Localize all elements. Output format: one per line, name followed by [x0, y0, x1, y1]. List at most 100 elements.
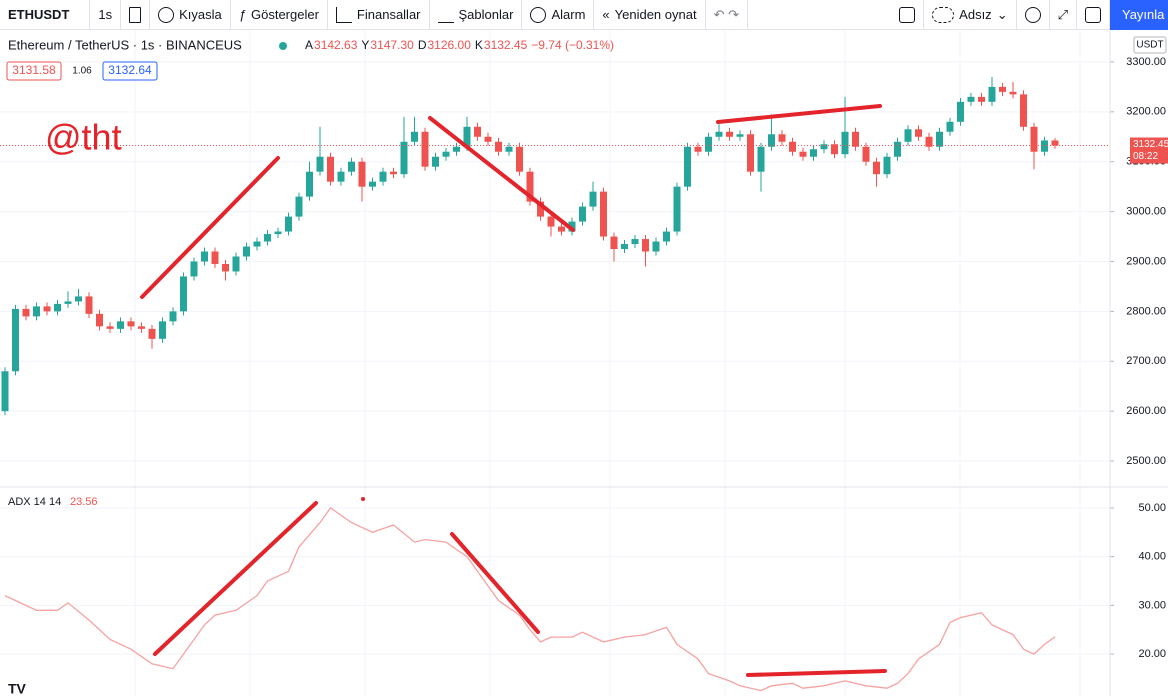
- candle-body: [873, 161, 880, 175]
- candle-body: [568, 221, 576, 232]
- publish-button[interactable]: Yayınla: [1110, 0, 1168, 30]
- templates-icon: [437, 7, 454, 23]
- camera-icon: [1085, 6, 1101, 23]
- replay-button[interactable]: « Yeniden oynat: [594, 0, 706, 30]
- symbol-button[interactable]: ETHUSDT: [0, 0, 91, 30]
- candle-body: [537, 201, 544, 217]
- candle-body: [631, 239, 639, 245]
- candle-body: [1, 371, 9, 412]
- candle-body: [22, 308, 30, 317]
- indicators-button[interactable]: ƒ Göstergeler: [231, 0, 328, 30]
- candle-body: [526, 171, 534, 202]
- price-label: 3132.45: [1133, 139, 1168, 150]
- layout-button[interactable]: Adsız ⌄: [924, 0, 1017, 30]
- candle-body: [726, 131, 733, 137]
- trend-line[interactable]: [140, 156, 280, 299]
- snapshot-button[interactable]: [1077, 0, 1110, 30]
- candle-body: [768, 134, 775, 147]
- candle-body: [694, 146, 702, 152]
- bid-price: 3131.58: [12, 63, 56, 77]
- candle-body: [232, 256, 240, 272]
- candle-body: [715, 131, 723, 137]
- fullscreen-toggle[interactable]: [891, 0, 925, 30]
- candle-body: [211, 251, 219, 264]
- compare-button[interactable]: Kıyasla: [150, 0, 231, 30]
- dot: [361, 497, 365, 501]
- candle-body: [96, 313, 103, 327]
- candle-body: [883, 156, 891, 175]
- candle-body: [159, 321, 166, 339]
- candle-body: [295, 196, 303, 217]
- expand-button[interactable]: ⤢: [1050, 0, 1077, 30]
- candle-body: [106, 326, 114, 329]
- interval-button[interactable]: 1s: [90, 0, 122, 30]
- financials-button[interactable]: Finansallar: [328, 0, 430, 30]
- square-icon: [899, 6, 916, 23]
- undo-redo[interactable]: ↶ ↷: [706, 0, 748, 30]
- price-label-box: [1130, 137, 1168, 164]
- y-tick-label: 2900.00: [1126, 255, 1166, 267]
- bid-box[interactable]: [6, 61, 62, 81]
- candle-body: [652, 241, 660, 252]
- dropdown-icon: ⌄: [996, 6, 1008, 22]
- alert-button[interactable]: Alarm: [522, 0, 595, 30]
- status-dot: [279, 42, 287, 50]
- chart-type-button[interactable]: [121, 0, 151, 30]
- trend-line[interactable]: [450, 532, 540, 634]
- trend-line[interactable]: [716, 104, 882, 124]
- trend-lines: [140, 104, 887, 677]
- candle-body: [946, 121, 954, 132]
- candle-body: [778, 134, 786, 142]
- candle-body: [358, 161, 366, 187]
- candle-body: [453, 146, 460, 152]
- candle-body: [201, 251, 208, 262]
- templates-button[interactable]: Şablonlar: [430, 0, 523, 30]
- candle-body: [75, 296, 82, 302]
- candle-body: [831, 144, 838, 155]
- candle-body: [43, 306, 51, 312]
- trend-line[interactable]: [428, 116, 575, 232]
- candle-body: [978, 96, 985, 102]
- logo: TV: [8, 681, 27, 696]
- candle-body: [463, 126, 471, 147]
- ohlc-value: 3147.30: [370, 38, 414, 52]
- candle-body: [54, 303, 61, 312]
- candle-body: [1009, 91, 1017, 95]
- candle-body: [852, 131, 859, 147]
- currency-box[interactable]: [1133, 36, 1167, 54]
- ohlc-key: D: [418, 38, 427, 52]
- y-tick-label: 2600.00: [1126, 405, 1166, 417]
- ask-box[interactable]: [102, 61, 158, 81]
- candle-body: [621, 244, 628, 250]
- settings-button[interactable]: [1017, 0, 1050, 30]
- candle-body: [369, 181, 376, 187]
- trend-line[interactable]: [153, 501, 318, 656]
- candle-body: [894, 141, 901, 157]
- bars-icon: [335, 6, 352, 23]
- candle-body: [925, 136, 933, 147]
- templates-label: Şablonlar: [458, 7, 514, 22]
- candle-body: [442, 151, 450, 157]
- candle-body: [127, 321, 135, 327]
- financials-label: Finansallar: [356, 7, 421, 22]
- y-tick-label: 3300.00: [1126, 56, 1166, 68]
- y-tick-label: 3000.00: [1126, 206, 1166, 218]
- trend-line[interactable]: [746, 669, 887, 677]
- candle-body: [264, 234, 271, 242]
- ohlc-key: Y: [361, 38, 369, 52]
- candle-body: [957, 101, 964, 122]
- candle-body: [705, 136, 712, 152]
- candle-body: [169, 311, 177, 322]
- candle-body: [505, 146, 513, 152]
- candle-body: [148, 328, 156, 339]
- alert-label: Alarm: [551, 7, 586, 22]
- candle-body: [579, 206, 586, 222]
- candle-body: [799, 151, 807, 157]
- y-tick-label: 2800.00: [1126, 305, 1166, 317]
- candle-body: [337, 171, 345, 182]
- compare-label: Kıyasla: [179, 7, 222, 22]
- candle-body: [379, 171, 387, 182]
- candle-body: [12, 308, 19, 372]
